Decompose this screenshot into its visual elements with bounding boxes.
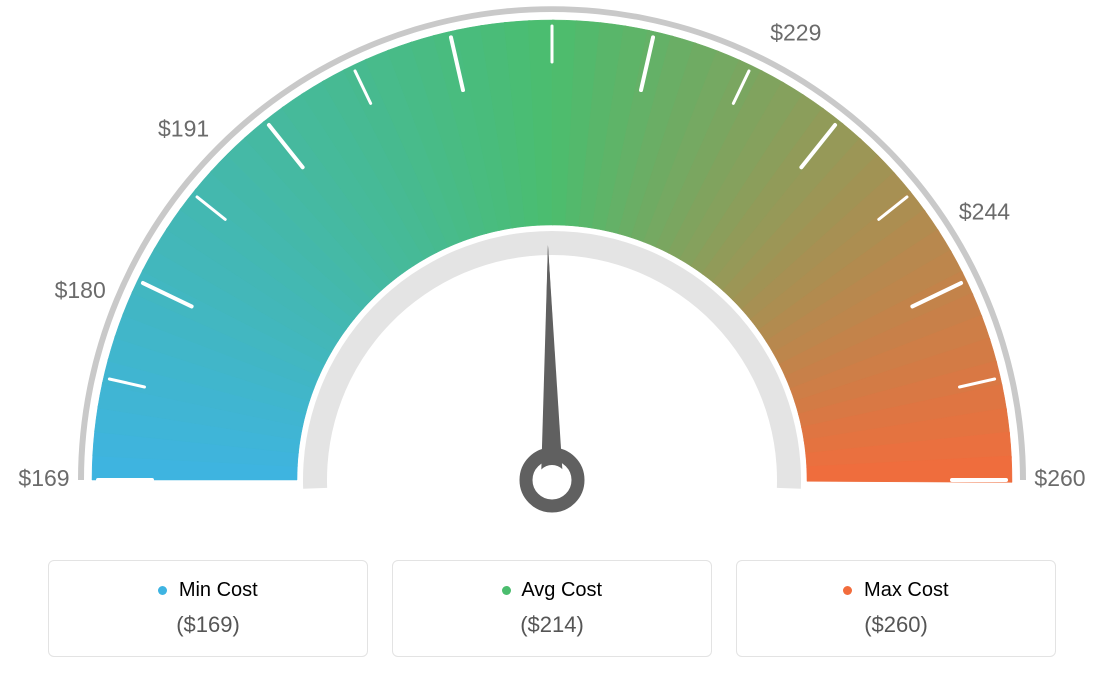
dot-max: [843, 586, 852, 595]
card-avg-title: Avg Cost: [403, 579, 701, 602]
tick-label: $229: [770, 19, 821, 45]
card-min-value: ($169): [59, 612, 357, 638]
card-max: Max Cost ($260): [736, 560, 1056, 657]
needle: [541, 245, 563, 480]
card-min-label: Min Cost: [179, 579, 258, 601]
gauge-svg: $169$180$191$214$229$244$260: [0, 0, 1104, 560]
card-avg-label: Avg Cost: [521, 579, 602, 601]
card-max-label: Max Cost: [864, 579, 948, 601]
card-min-title: Min Cost: [59, 579, 357, 602]
card-avg: Avg Cost ($214): [392, 560, 712, 657]
card-min: Min Cost ($169): [48, 560, 368, 657]
tick-label: $180: [55, 277, 106, 303]
dot-min: [158, 586, 167, 595]
gauge-chart: $169$180$191$214$229$244$260: [0, 0, 1104, 560]
dot-avg: [502, 586, 511, 595]
tick-label: $244: [959, 199, 1010, 225]
tick-label: $260: [1034, 465, 1085, 491]
legend-cards: Min Cost ($169) Avg Cost ($214) Max Cost…: [0, 560, 1104, 657]
card-max-value: ($260): [747, 612, 1045, 638]
tick-label: $169: [18, 465, 69, 491]
tick-label: $191: [158, 115, 209, 141]
card-max-title: Max Cost: [747, 579, 1045, 602]
card-avg-value: ($214): [403, 612, 701, 638]
